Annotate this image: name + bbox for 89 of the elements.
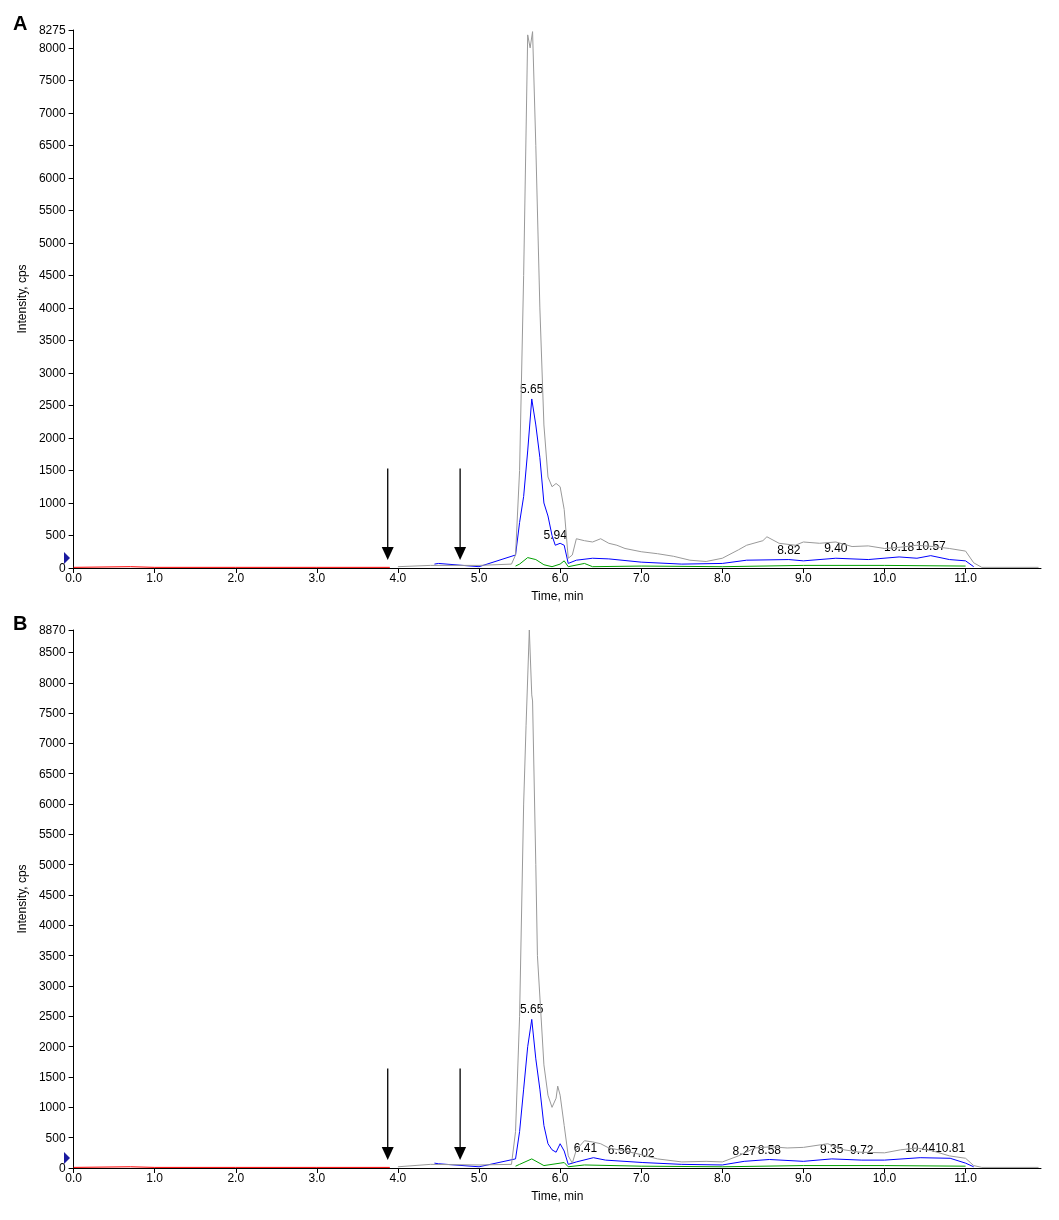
y-tick-label: 8275 <box>38 23 66 37</box>
y-tick-label: 4000 <box>38 300 66 315</box>
x-tick-label: 2.0 <box>227 1171 245 1185</box>
x-tick-label: 5.0 <box>470 571 488 585</box>
y-tick-label: 6500 <box>38 138 66 153</box>
x-tick-label: 0.0 <box>65 1171 83 1185</box>
y-axis-title: Intensity, cps <box>15 864 29 934</box>
annotation: 5.65 <box>520 1002 544 1017</box>
annotation: 10.57 <box>915 538 947 553</box>
y-tick-label: 6000 <box>38 170 66 185</box>
x-tick-label: 8.0 <box>713 1171 731 1185</box>
y-tick-label: 8500 <box>38 645 66 660</box>
line-series <box>433 398 975 568</box>
annotation: 5.94 <box>543 528 568 543</box>
x-tick-label: 9.0 <box>795 1171 813 1185</box>
y-tick-label: 4000 <box>38 918 66 933</box>
x-tick-label: 9.0 <box>795 571 813 585</box>
annotation: 9.72 <box>850 1143 874 1158</box>
annotation: 7.02 <box>631 1145 655 1160</box>
y-tick-label: 3000 <box>38 365 66 380</box>
x-tick-label: 4.0 <box>389 1171 407 1185</box>
line-series <box>515 557 967 568</box>
x-tick-label: 4.0 <box>389 571 407 585</box>
annotation: 10.81 <box>935 1141 966 1156</box>
chart-title: B <box>13 612 28 634</box>
x-tick-label: 0.0 <box>65 571 83 585</box>
chart-title: A <box>13 12 28 34</box>
x-tick-label: 7.0 <box>632 1171 650 1185</box>
y-tick-label: 4500 <box>38 888 66 903</box>
x-tick-label: 7.0 <box>632 571 650 585</box>
y-tick-label: 8000 <box>38 40 66 55</box>
x-tick-label: 3.0 <box>308 571 326 585</box>
x-tick-label: 2.0 <box>227 571 245 585</box>
y-tick-label: 1000 <box>38 1100 66 1115</box>
annotation: 8.27 <box>732 1144 757 1159</box>
y-tick-label: 2000 <box>38 1039 66 1054</box>
x-tick-label: 5.0 <box>470 1171 488 1185</box>
y-tick-label: 5500 <box>38 203 66 218</box>
x-tick-label: 8.0 <box>713 571 731 585</box>
y-tick-label: 2500 <box>38 398 66 413</box>
y-tick-label: 1500 <box>38 1070 66 1085</box>
annotation: 8.58 <box>757 1142 782 1157</box>
annotation: 6.41 <box>573 1140 598 1155</box>
x-tick-label: 3.0 <box>308 1171 326 1185</box>
y-tick-label: 500 <box>45 528 66 543</box>
annotation: 10.18 <box>884 539 915 554</box>
line-series <box>433 1018 975 1168</box>
y-axis-title: Intensity, cps <box>15 264 29 334</box>
y-tick-label: 0 <box>58 561 66 575</box>
annotation: 9.35 <box>820 1141 844 1156</box>
annotation: 6.56 <box>607 1143 632 1158</box>
y-tick-label: 5000 <box>38 857 66 872</box>
annotation: 5.65 <box>520 381 544 396</box>
x-tick-label: 11.0 <box>954 1171 978 1185</box>
annotation: 10.44 <box>905 1140 936 1155</box>
y-tick-label: 3000 <box>38 979 66 994</box>
line-series <box>397 31 1040 568</box>
y-tick-label: 7000 <box>38 736 66 751</box>
y-tick-label: 2000 <box>38 430 66 445</box>
x-tick-label: 1.0 <box>146 1171 164 1185</box>
y-tick-label: 2500 <box>38 1009 66 1024</box>
y-tick-label: 0 <box>58 1161 66 1175</box>
x-tick-label: 1.0 <box>146 571 164 585</box>
annotation: 9.40 <box>824 541 848 556</box>
y-tick-label: 5500 <box>38 827 66 842</box>
y-tick-label: 8000 <box>38 675 66 690</box>
y-tick-label: 500 <box>45 1130 66 1145</box>
y-tick-label: 3500 <box>38 948 66 963</box>
x-tick-label: 6.0 <box>551 1171 569 1185</box>
y-tick-label: 7000 <box>38 105 66 120</box>
y-tick-label: 3500 <box>38 333 66 348</box>
y-tick-label: 1000 <box>38 495 66 510</box>
x-axis-title: Time, min <box>531 1189 584 1203</box>
y-tick-label: 7500 <box>38 706 66 721</box>
x-tick-label: 6.0 <box>551 571 569 585</box>
annotation: 8.82 <box>777 542 801 557</box>
x-tick-label: 10.0 <box>872 1171 897 1185</box>
y-tick-label: 1500 <box>38 463 66 478</box>
y-tick-label: 8870 <box>38 623 66 637</box>
y-tick-label: 4500 <box>38 268 66 283</box>
y-tick-label: 6000 <box>38 797 66 812</box>
x-tick-label: 11.0 <box>954 571 978 585</box>
y-tick-label: 5000 <box>38 235 66 250</box>
x-tick-label: 10.0 <box>872 571 897 585</box>
y-tick-label: 7500 <box>38 73 66 88</box>
y-tick-label: 6500 <box>38 766 66 781</box>
line-series <box>515 1158 967 1168</box>
x-axis-title: Time, min <box>531 589 584 603</box>
line-series <box>397 629 1040 1168</box>
